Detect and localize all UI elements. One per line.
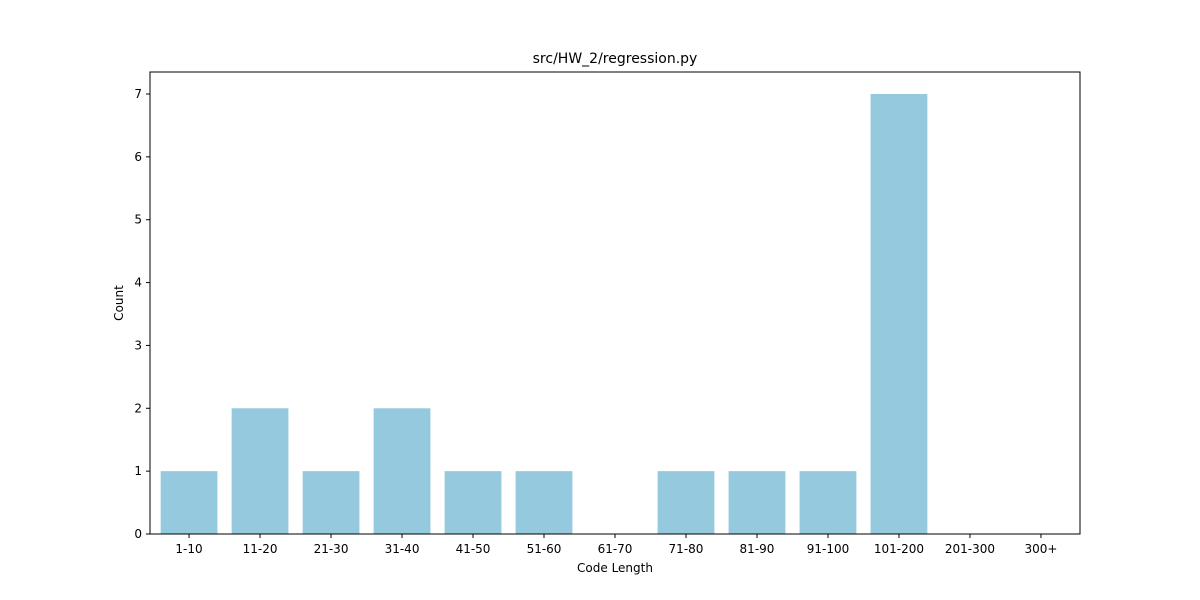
x-tick-label: 61-70 [598,542,633,556]
bar-51-60 [515,471,573,534]
x-tick-label: 51-60 [527,542,562,556]
x-tick-label: 81-90 [740,542,775,556]
bar-81-90 [728,471,786,534]
chart-title: src/HW_2/regression.py [533,51,698,67]
bar-91-100 [799,471,857,534]
y-axis-label: Count [112,285,126,321]
bar-21-30 [302,471,360,534]
bar-101-200 [870,94,928,534]
x-tick-label: 71-80 [669,542,704,556]
y-tick-label: 5 [134,213,142,227]
y-axis-ticks: 0 1 2 3 4 5 6 7 [134,87,150,541]
x-tick-label: 91-100 [807,542,850,556]
x-tick-label: 21-30 [314,542,349,556]
bar-41-50 [444,471,502,534]
x-axis-ticks: 1-10 11-20 21-30 31-40 41-50 51-60 61-70 71-80 8… [175,534,1057,556]
x-tick-label: 31-40 [385,542,420,556]
x-tick-label: 11-20 [243,542,278,556]
y-tick-label: 0 [134,527,142,541]
y-tick-label: 1 [134,464,142,478]
y-tick-label: 2 [134,401,142,415]
y-tick-label: 4 [134,276,142,290]
y-tick-label: 3 [134,338,142,352]
y-tick-label: 7 [134,87,142,101]
plot-frame [149,71,1081,535]
x-tick-label: 300+ [1024,542,1057,556]
bars-group [160,94,928,534]
y-tick-label: 6 [134,150,142,164]
x-tick-label: 201-300 [945,542,995,556]
x-tick-label: 101-200 [874,542,924,556]
x-tick-label: 1-10 [175,542,202,556]
x-axis-label: Code Length [577,561,653,575]
bar-71-80 [657,471,715,534]
bar-31-40 [373,408,431,534]
x-tick-label: 41-50 [456,542,491,556]
bar-1-10 [160,471,218,534]
bar-11-20 [231,408,289,534]
